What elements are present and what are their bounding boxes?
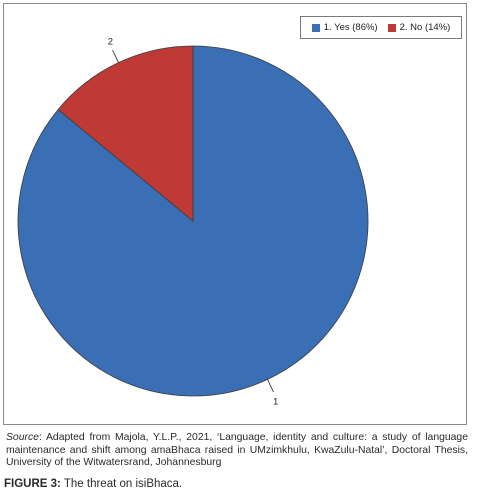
leader-line-2 bbox=[112, 49, 119, 63]
pie-chart: 12 bbox=[17, 36, 369, 408]
slice-label-1: 1 bbox=[273, 397, 278, 408]
legend-swatch-yes bbox=[311, 23, 320, 32]
source-prefix: Source bbox=[6, 432, 39, 443]
caption-text: The threat on isiBhaca. bbox=[60, 478, 183, 490]
legend: 1. Yes (86%) 2. No (14%) bbox=[300, 16, 462, 39]
figure-source: Source: Adapted from Majola, Y.L.P., 202… bbox=[6, 432, 468, 470]
legend-label-yes: 1. Yes (86%) bbox=[323, 22, 378, 33]
caption-label: FIGURE 3: bbox=[4, 478, 61, 490]
leader-line-1 bbox=[267, 379, 274, 393]
legend-item-no: 2. No (14%) bbox=[387, 22, 451, 33]
legend-label-no: 2. No (14%) bbox=[399, 22, 451, 33]
source-text: : Adapted from Majola, Y.L.P., 2021, ‘La… bbox=[6, 432, 468, 469]
pie-slice-2 bbox=[57, 45, 194, 222]
legend-item-yes: 1. Yes (86%) bbox=[311, 22, 378, 33]
figure-caption: FIGURE 3: The threat on isiBhaca. bbox=[4, 478, 182, 490]
slice-label-2: 2 bbox=[108, 36, 113, 47]
legend-swatch-no bbox=[387, 23, 396, 32]
